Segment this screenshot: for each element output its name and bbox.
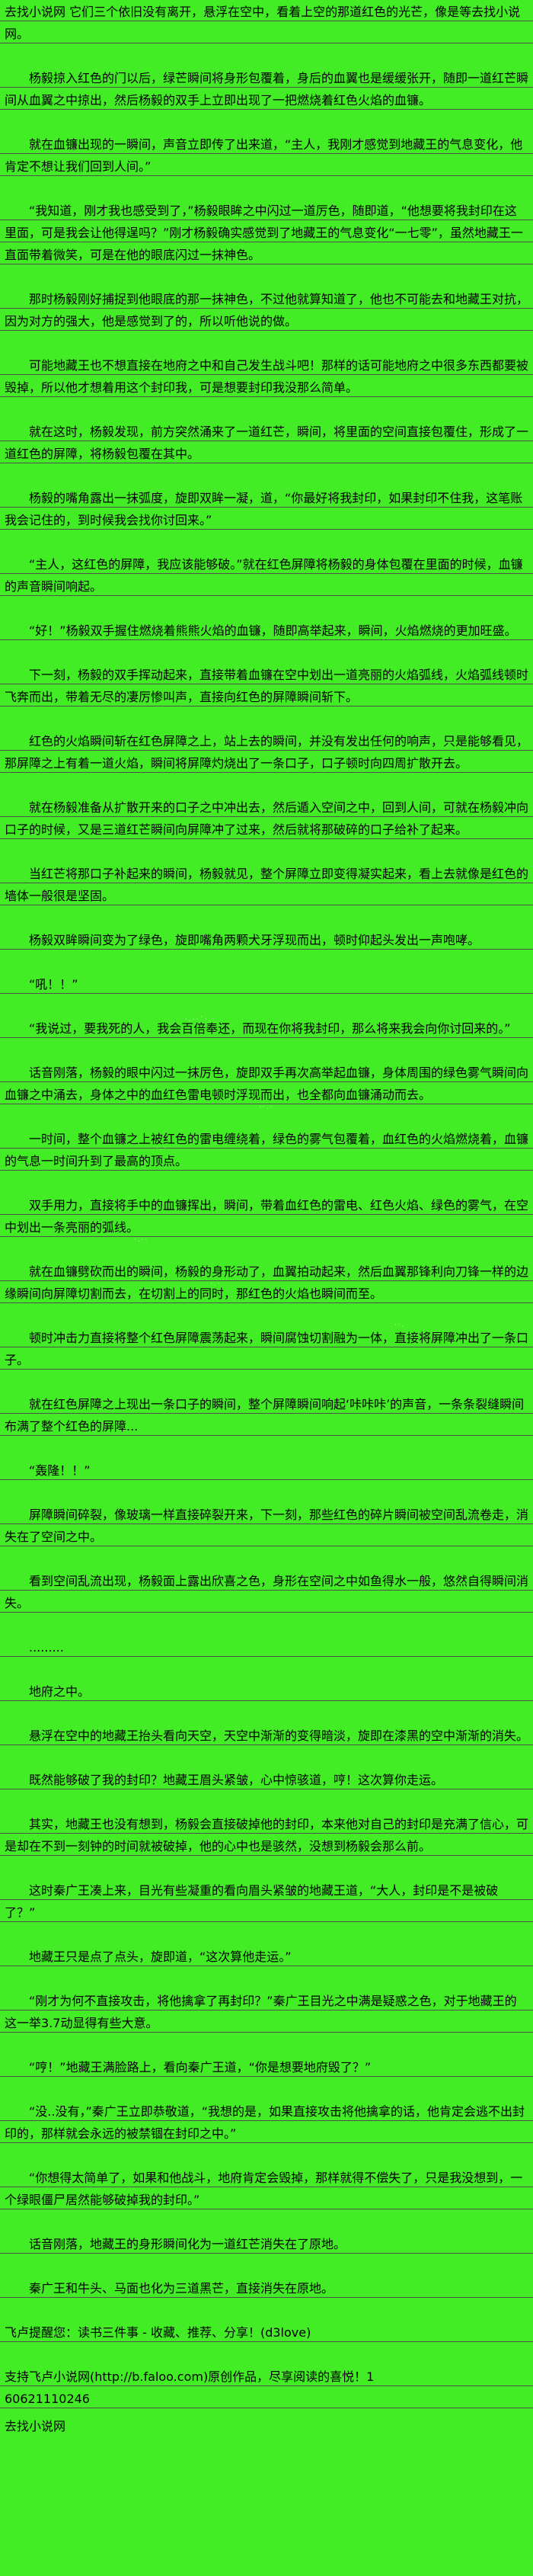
paragraph: “没..没有，”秦广王立即恭敬道，“我想的是，如果直接攻击将他擒拿的话，他肯定会… [0, 2100, 533, 2145]
paragraph: 可能地藏王也不想直接在地府之中和自己发生战斗吧！那样的话可能地府之中很多东西都要… [0, 354, 533, 399]
chapter-text: 去找小说网 它们三个依旧没有离开，悬浮在空中，看着上空的那道红色的光芒，像是等去… [0, 1, 533, 2299]
paragraph: “我知道，刚才我也感受到了，”杨毅眼眸之中闪过一道厉色，随即道，“他想要将我封印… [0, 200, 533, 266]
bottom-watermark: 去找小说网 [5, 2419, 66, 2433]
paragraph: 地府之中。 [0, 1680, 533, 1703]
faloo-reminder-line: 飞卢提醒您：读书三件事 - 收藏、推荐、分享！(d3love) [0, 2321, 533, 2344]
paragraph: 就在这时，杨毅发现，前方突然涌来了一道红芒，瞬间，将里面的空间直接包覆住，形成了… [0, 421, 533, 465]
paragraph: 顿时冲击力直接将整个红色屏障震荡起来，瞬间腐蚀切割融为一体，直接将屏障冲出了一条… [0, 1327, 533, 1371]
paragraph: 红色的火焰瞬间斩在红色屏障之上，站上去的瞬间，并没有发出任何的响声，只是能够看见… [0, 730, 533, 774]
paragraph: 杨毅的嘴角露出一抹弧度，旋即双眸一凝，道，“你最好将我封印，如果封印不住我，这笔… [0, 487, 533, 531]
paragraph: 话音刚落，地藏王的身形瞬间化为一道红芒消失在了原地。 [0, 2233, 533, 2255]
paragraph: 那时杨毅刚好捕捉到他眼底的那一抹神色，不过他就算知道了，他也不可能去和地藏王对抗… [0, 288, 533, 332]
paragraph: “主人，这红色的屏障，我应该能够破。”就在红色屏障将杨毅的身体包覆在里面的时候，… [0, 553, 533, 598]
paragraph: 这时秦广王凑上来，目光有些凝重的看向眉头紧皱的地藏王道，“大人，封印是不是被破了… [0, 1879, 533, 1924]
paragraph: 看到空间乱流出现，杨毅面上露出欣喜之色，身形在空间之中如鱼得水一般，悠然自得瞬间… [0, 1570, 533, 1614]
paragraph: 既然能够破了我的封印？地藏王眉头紧皱，心中惊骇道，哼！这次算你走运。 [0, 1769, 533, 1791]
paragraph: 就在血镰劈砍而出的瞬间，杨毅的身形动了，血翼拍动起来，然后血翼那锋利向刀锋一样的… [0, 1261, 533, 1305]
paragraph: 双手用力，直接将手中的血镰挥出，瞬间，带着血红色的雷电、红色火焰、绿色的雾气，在… [0, 1194, 533, 1238]
paragraph: 当红芒将那口子补起来的瞬间，杨毅就见，整个屏障立即变得凝实起来，看上去就像是红色… [0, 863, 533, 907]
paragraph: 其实，地藏王也没有想到，杨毅会直接破掉他的封印，本来他对自己的封印是充满了信心，… [0, 1813, 533, 1857]
paragraph: “轰隆！！” [0, 1459, 533, 1482]
paragraph: 杨毅双眸瞬间变为了绿色，旋即嘴角两颗犬牙浮现而出，顿时仰起头发出一声咆哮。 [0, 929, 533, 951]
paragraph: 秦广王和牛头、马面也化为三道黑芒，直接消失在原地。 [0, 2277, 533, 2299]
paragraph: 话音刚落，杨毅的眼中闪过一抹厉色，旋即双手再次高举起血镰，身体周围的绿色雾气瞬间… [0, 1062, 533, 1106]
faloo-support-line: 支持飞卢小说网(http://b.faloo.com)原创作品，尽享阅读的喜悦！… [0, 2366, 533, 2388]
paragraph: “哼！”地藏王满脸路上，看向秦广王道，“你是想要地府毁了？” [0, 2056, 533, 2078]
paragraph: 就在杨毅准备从扩散开来的口子之中冲出去，然后遁入空间之中，回到人间，可就在杨毅冲… [0, 796, 533, 841]
paragraph: “你想得太简单了，如果和他战斗，地府肯定会毁掉，那样就得不偿失了，只是我没想到，… [0, 2167, 533, 2211]
paragraph: ......... [0, 1636, 533, 1658]
faloo-support-id: 60621110246 [0, 2388, 533, 2410]
paragraph: 杨毅掠入红色的门以后，绿芒瞬间将身形包覆着，身后的血翼也是缓缓张开，随即一道红芒… [0, 67, 533, 111]
paragraph: “吼！！” [0, 973, 533, 995]
paragraph: 就在血镰出现的一瞬间，声音立即传了出来道，“主人，我刚才感觉到地藏王的气息变化，… [0, 133, 533, 178]
paragraph: “我说过，要我死的人，我会百倍奉还，而现在你将我封印，那么将来我会向你讨回来的。… [0, 1017, 533, 1040]
paragraph: 地藏王只是点了点头，旋即道，“这次算他走运。” [0, 1946, 533, 1968]
paragraph: 就在红色屏障之上现出一条口子的瞬间，整个屏障瞬间响起‘咔咔咔’的声音，一条条裂缝… [0, 1393, 533, 1437]
paragraph: 去找小说网 它们三个依旧没有离开，悬浮在空中，看着上空的那道红色的光芒，像是等去… [0, 1, 533, 45]
paragraph: 悬浮在空中的地藏王抬头看向天空，天空中渐渐的变得暗淡，旋即在漆黑的空中渐渐的消失… [0, 1725, 533, 1747]
paragraph: “好！”杨毅双手握住燃烧着熊熊火焰的血镰，随即高举起来，瞬间，火焰燃烧的更加旺盛… [0, 620, 533, 642]
paragraph: “刚才为何不直接攻击，将他擒拿了再封印？”秦广王目光之中满是疑惑之色，对于地藏王… [0, 1990, 533, 2034]
paragraph: 一时间，整个血镰之上被红色的雷电缠绕着，绿色的雾气包覆着，血红色的火焰燃烧着，血… [0, 1128, 533, 1172]
paragraph: 下一刻，杨毅的双手挥动起来，直接带着血镰在空中划出一道亮丽的火焰弧线，火焰弧线顿… [0, 664, 533, 708]
paragraph: 屏障瞬间碎裂，像玻璃一样直接碎裂开来，下一刻，那些红色的碎片瞬间被空间乱流卷走，… [0, 1504, 533, 1548]
